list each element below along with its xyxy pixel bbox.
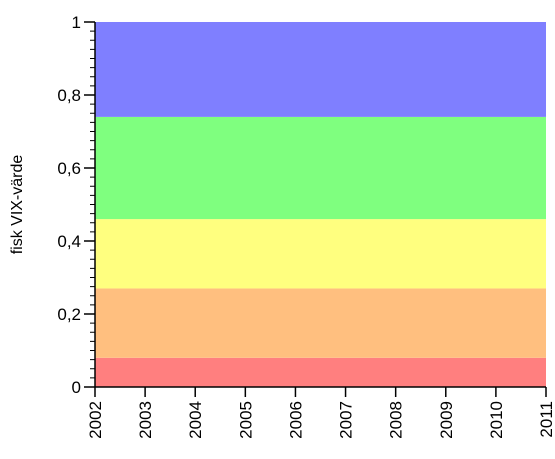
x-tick-label: 2004 bbox=[186, 401, 205, 439]
band-3 bbox=[95, 116, 546, 220]
y-axis-tick-labels: 0 0,2 0,4 0,6 0,8 1 bbox=[57, 13, 81, 397]
y-axis-label: fisk VIX-värde bbox=[9, 155, 26, 255]
x-tick-label: 2003 bbox=[136, 401, 155, 439]
x-tick-label: 2006 bbox=[286, 401, 305, 439]
y-axis-minor-ticks bbox=[90, 30, 95, 379]
y-tick-label: 1 bbox=[72, 13, 81, 32]
x-tick-label: 2009 bbox=[437, 401, 456, 439]
x-tick-label: 2002 bbox=[86, 401, 105, 439]
band-4 bbox=[95, 22, 546, 117]
y-tick-label: 0,6 bbox=[57, 159, 81, 178]
x-tick-label: 2008 bbox=[387, 401, 406, 439]
x-axis-tick-labels: 2002 2003 2004 2005 2006 2007 2008 2009 2010 2011 bbox=[86, 401, 555, 439]
band-1 bbox=[95, 288, 546, 358]
y-tick-label: 0,8 bbox=[57, 86, 81, 105]
y-tick-label: 0 bbox=[72, 378, 81, 397]
x-tick-label: 2010 bbox=[487, 401, 506, 439]
y-tick-label: 0,2 bbox=[57, 305, 81, 324]
x-tick-label: 2005 bbox=[236, 401, 255, 439]
y-tick-label: 0,4 bbox=[57, 232, 81, 251]
band-0 bbox=[95, 357, 546, 387]
status-bands bbox=[95, 22, 546, 387]
x-tick-label: 2007 bbox=[337, 401, 356, 439]
y-axis-major-ticks bbox=[84, 21, 95, 388]
x-tick-label: 2011 bbox=[537, 401, 555, 438]
band-2 bbox=[95, 219, 546, 289]
x-axis-ticks bbox=[94, 387, 547, 397]
